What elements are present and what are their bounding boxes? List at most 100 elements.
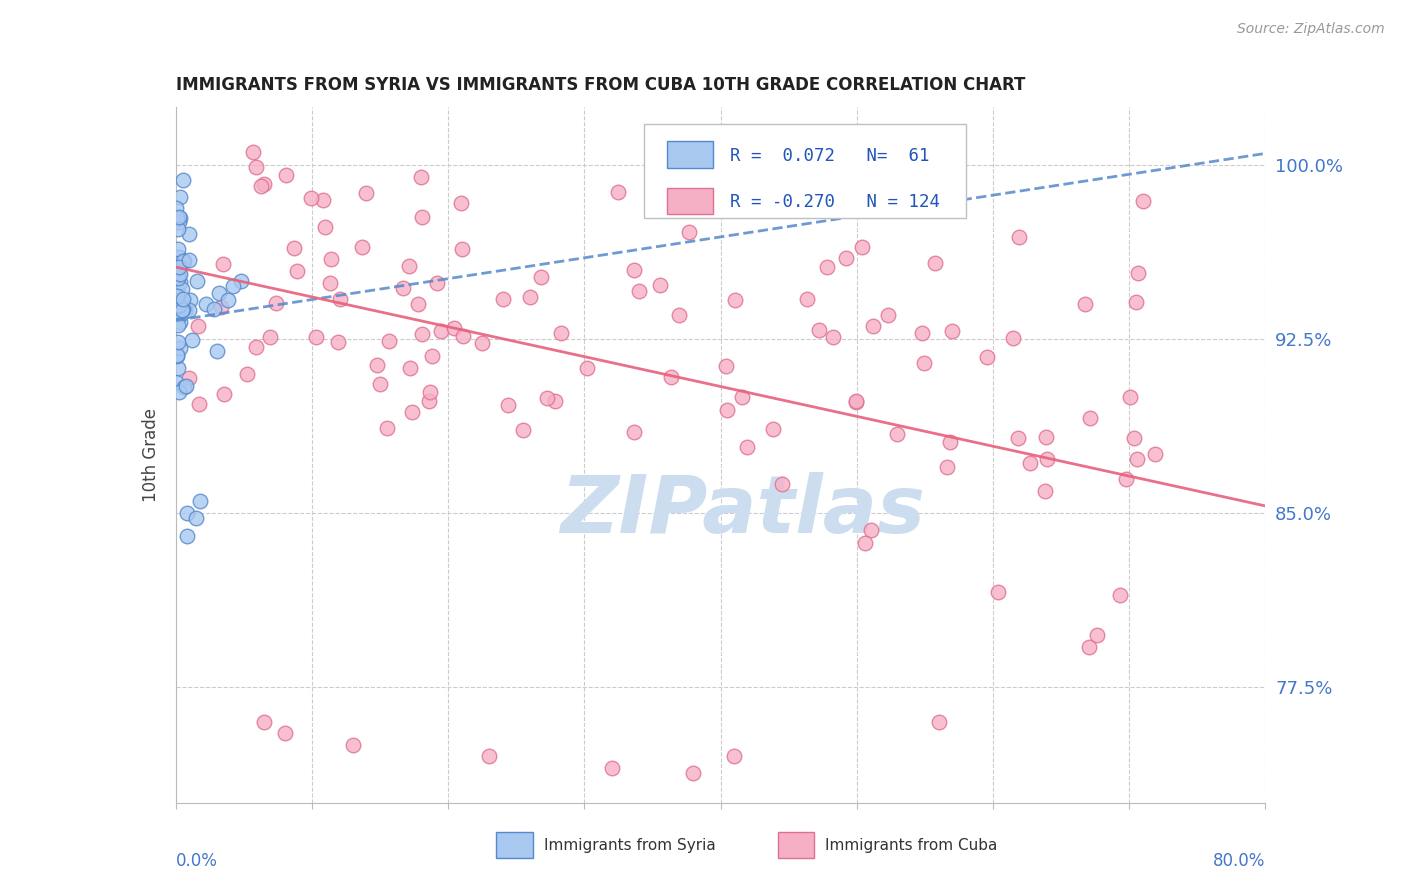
Point bbox=[623, 263, 645, 277]
Point bbox=[211, 257, 233, 271]
Point bbox=[167, 210, 190, 224]
Point bbox=[167, 268, 190, 283]
Point bbox=[491, 292, 513, 306]
Point bbox=[375, 421, 398, 435]
Point bbox=[862, 319, 884, 334]
Point bbox=[398, 259, 420, 273]
Point bbox=[321, 252, 343, 266]
Point bbox=[188, 494, 211, 508]
Point bbox=[724, 293, 747, 308]
Point bbox=[205, 343, 228, 358]
Point bbox=[170, 303, 193, 318]
Point bbox=[912, 356, 935, 370]
Point bbox=[173, 380, 195, 394]
Point bbox=[179, 293, 201, 307]
Point bbox=[1126, 452, 1149, 467]
Point bbox=[176, 529, 198, 543]
Point bbox=[1008, 230, 1031, 244]
Point bbox=[471, 336, 494, 351]
Point bbox=[166, 349, 188, 363]
Point bbox=[177, 227, 200, 241]
Point bbox=[536, 391, 558, 405]
Point bbox=[187, 319, 209, 334]
Text: R =  0.072   N=  61: R = 0.072 N= 61 bbox=[730, 147, 929, 165]
Point bbox=[170, 294, 193, 309]
Point bbox=[170, 308, 193, 322]
Text: Immigrants from Cuba: Immigrants from Cuba bbox=[825, 838, 998, 853]
Point bbox=[165, 262, 187, 277]
Point bbox=[401, 405, 423, 419]
Point bbox=[1078, 411, 1101, 425]
Point bbox=[167, 214, 190, 228]
Point bbox=[886, 427, 908, 442]
Point bbox=[173, 254, 195, 268]
Point bbox=[648, 277, 671, 292]
Text: ZIPatlas: ZIPatlas bbox=[560, 472, 925, 549]
Point bbox=[167, 271, 190, 285]
Point bbox=[186, 274, 208, 288]
Point bbox=[987, 585, 1010, 599]
Text: 0.0%: 0.0% bbox=[176, 852, 218, 870]
Point bbox=[716, 403, 738, 417]
Point bbox=[450, 195, 472, 210]
Point bbox=[167, 298, 190, 312]
Point bbox=[426, 277, 449, 291]
Point bbox=[283, 241, 305, 255]
Point bbox=[731, 391, 754, 405]
Point bbox=[1087, 628, 1109, 642]
Point bbox=[1119, 390, 1142, 404]
Point bbox=[512, 423, 534, 437]
Point bbox=[550, 326, 572, 340]
Point bbox=[329, 292, 352, 306]
Point bbox=[659, 370, 682, 384]
Point bbox=[318, 276, 340, 290]
Point bbox=[179, 370, 201, 384]
Point bbox=[187, 397, 209, 411]
Y-axis label: 10th Grade: 10th Grade bbox=[142, 408, 160, 502]
Point bbox=[935, 460, 957, 475]
Point bbox=[1078, 640, 1101, 654]
Point bbox=[392, 280, 415, 294]
Point bbox=[544, 393, 567, 408]
Point bbox=[796, 293, 818, 307]
Point bbox=[314, 220, 336, 235]
Point bbox=[1109, 588, 1132, 602]
Point bbox=[910, 326, 932, 340]
Point bbox=[1126, 266, 1149, 280]
Point bbox=[419, 384, 441, 399]
Point bbox=[735, 440, 758, 454]
Point bbox=[1132, 194, 1154, 208]
Point bbox=[1125, 295, 1147, 310]
Point bbox=[167, 298, 190, 312]
Point bbox=[411, 327, 433, 342]
Point bbox=[285, 264, 308, 278]
Point bbox=[411, 169, 433, 184]
Point bbox=[245, 160, 267, 174]
Point bbox=[166, 283, 188, 297]
Point bbox=[762, 422, 785, 436]
Point bbox=[167, 361, 190, 376]
Point bbox=[775, 192, 797, 206]
Point bbox=[222, 278, 245, 293]
Point bbox=[217, 293, 239, 307]
Point bbox=[172, 292, 194, 306]
Point bbox=[208, 285, 231, 300]
Point bbox=[176, 506, 198, 520]
Point bbox=[177, 303, 200, 318]
Point bbox=[165, 375, 187, 389]
FancyBboxPatch shape bbox=[668, 141, 713, 168]
Point bbox=[496, 398, 519, 412]
Point bbox=[627, 285, 650, 299]
Point bbox=[259, 330, 281, 344]
Point bbox=[876, 308, 898, 322]
Point bbox=[1144, 447, 1167, 461]
Point bbox=[1018, 456, 1040, 470]
Point bbox=[575, 360, 598, 375]
Point bbox=[169, 342, 191, 356]
Point bbox=[876, 135, 898, 149]
Point bbox=[165, 276, 187, 290]
Point bbox=[678, 226, 700, 240]
Point bbox=[1036, 452, 1059, 467]
Point bbox=[242, 145, 264, 159]
Point bbox=[429, 325, 451, 339]
